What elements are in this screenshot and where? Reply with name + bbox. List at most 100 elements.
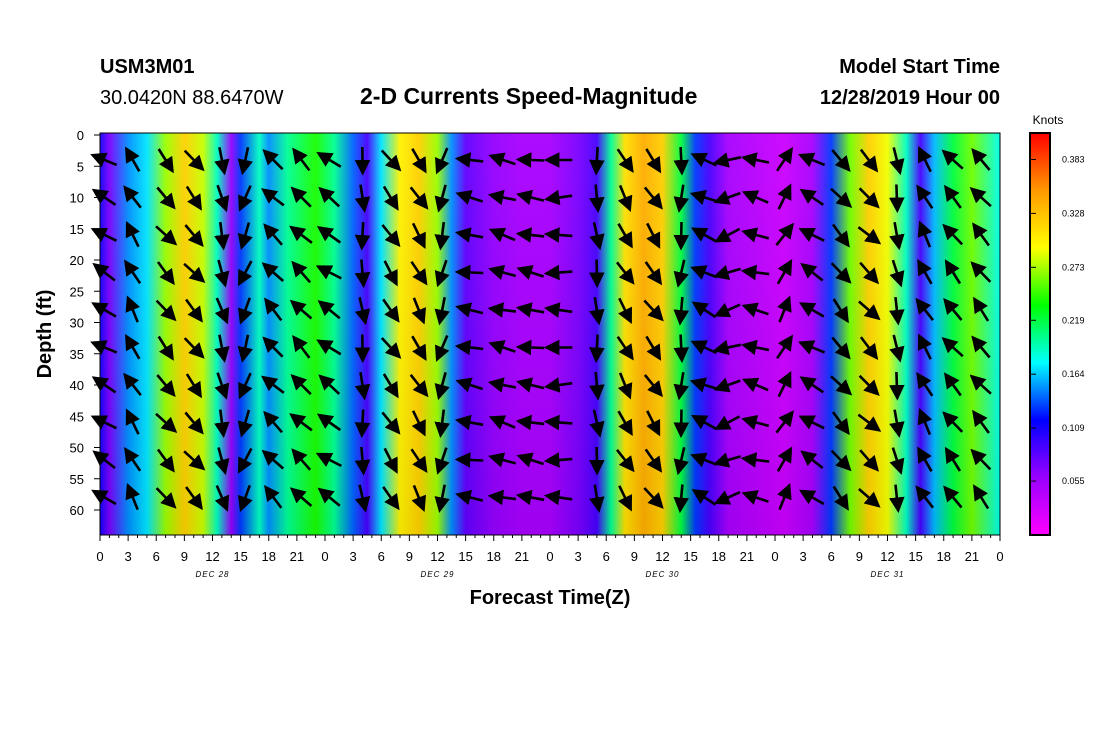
current-vector-arrow <box>409 373 429 398</box>
current-vector-arrow <box>859 261 880 285</box>
current-vector-arrow <box>261 449 285 470</box>
current-vector-arrow <box>411 222 426 250</box>
current-vector-arrow <box>943 485 963 509</box>
current-vector-arrow <box>832 298 849 324</box>
current-vector-arrow <box>970 448 992 471</box>
y-tick-label: 10 <box>70 191 84 206</box>
current-vector-arrow <box>589 446 605 476</box>
current-vector-arrow <box>543 452 573 468</box>
current-vector-arrow <box>434 409 450 438</box>
current-vector-arrow <box>673 259 689 288</box>
x-tick-label: 6 <box>153 549 160 564</box>
current-vector-arrow <box>488 452 517 468</box>
current-vector-arrow <box>858 374 880 397</box>
current-vector-arrow <box>92 262 116 282</box>
station-id: USM3M01 <box>100 56 195 78</box>
y-tick-label: 5 <box>77 159 84 174</box>
y-axis: 0 5 10 15 20 25 30 35 40 45 50 55 60 <box>70 128 100 518</box>
current-vector-arrow <box>741 302 769 318</box>
current-vector-arrow <box>832 485 849 511</box>
current-vector-arrow <box>123 185 142 209</box>
x-tick-label: 9 <box>406 549 413 564</box>
current-vector-arrow <box>889 334 905 363</box>
current-vector-arrow <box>380 337 402 359</box>
current-vector-arrow <box>973 296 990 322</box>
current-vector-arrow <box>713 265 741 280</box>
current-vector-arrow <box>859 148 879 173</box>
day-label: DEC 31 <box>870 570 904 579</box>
current-vector-arrow <box>776 446 793 472</box>
current-vector-arrow <box>515 152 545 168</box>
current-vector-arrow <box>615 261 635 285</box>
current-vector-arrow <box>643 487 664 509</box>
current-vector-arrow <box>740 264 770 281</box>
current-vector-arrow <box>409 186 429 210</box>
current-vector-arrow <box>434 372 450 401</box>
x-tick-label: 18 <box>262 549 276 564</box>
current-vector-arrow <box>889 147 905 176</box>
current-vector-arrow <box>91 302 117 318</box>
current-vector-arrow <box>291 260 312 284</box>
x-tick-label: 21 <box>965 549 979 564</box>
colorbar-tick-label: 0.109 <box>1062 423 1085 433</box>
current-vector-arrow <box>264 297 283 322</box>
y-tick-label: 35 <box>70 347 84 362</box>
current-vector-arrow <box>689 377 718 393</box>
current-vector-arrow <box>616 148 634 173</box>
current-vector-arrow <box>690 340 718 355</box>
current-vector-arrow <box>617 223 633 249</box>
current-vector-arrow <box>292 147 311 172</box>
x-axis: 0 3 6 9 12 15 18 21 0 3 6 9 12 15 18 21 0 3 6 9 12 15 18 21 0 3 6 9… <box>96 535 1004 564</box>
current-vector-arrow <box>969 374 992 395</box>
current-vector-arrow <box>382 298 400 323</box>
current-vector-arrow <box>673 334 690 364</box>
current-vector-arrow <box>316 226 342 244</box>
current-vector-arrow <box>543 264 573 281</box>
current-vector-arrow <box>125 146 141 172</box>
current-vector-arrow <box>830 187 853 208</box>
y-axis-title: Depth (ft) <box>34 290 56 379</box>
x-tick-label: 3 <box>575 549 582 564</box>
current-vector-arrow <box>185 486 203 511</box>
current-vector-arrow <box>237 334 253 363</box>
current-vector-arrow <box>589 146 605 176</box>
x-tick-label: 15 <box>233 549 247 564</box>
current-vector-arrow <box>889 447 905 475</box>
current-vector-arrow <box>487 377 517 393</box>
current-vector-arrow <box>411 484 427 513</box>
current-vector-arrow <box>261 262 285 282</box>
x-tick-label: 21 <box>515 549 529 564</box>
current-vector-arrow <box>673 146 690 176</box>
current-vector-arrow <box>487 302 517 318</box>
current-vector-arrow <box>644 448 663 473</box>
current-vector-arrow <box>454 339 484 356</box>
current-vector-arrow <box>972 222 990 247</box>
current-vector-arrow <box>124 259 142 285</box>
current-vector-arrow <box>185 298 203 323</box>
x-tick-label: 3 <box>350 549 357 564</box>
current-vector-arrow <box>643 374 663 398</box>
current-vector-arrow <box>214 372 230 400</box>
current-vector-arrow <box>125 482 141 511</box>
y-tick-label: 30 <box>70 316 84 331</box>
current-vector-arrow <box>889 409 905 438</box>
x-tick-label: 15 <box>458 549 472 564</box>
current-vector-arrow <box>645 148 662 174</box>
current-vector-arrow <box>615 448 635 473</box>
current-vector-arrow <box>741 377 769 393</box>
current-vector-arrow <box>889 221 905 251</box>
current-vector-arrow <box>973 484 990 510</box>
current-vector-arrow <box>800 262 824 282</box>
current-vector-arrow <box>410 260 428 286</box>
current-vector-arrow <box>889 296 905 326</box>
current-vector-arrow <box>673 484 690 514</box>
current-vector-arrow <box>515 339 545 356</box>
current-vector-arrow <box>798 415 825 430</box>
colorbar-tick-label: 0.164 <box>1062 369 1085 379</box>
current-vector-arrow <box>617 410 633 437</box>
y-tick-label: 25 <box>70 284 84 299</box>
x-tick-label: 12 <box>430 549 444 564</box>
current-vector-arrow <box>830 375 853 396</box>
current-vector-arrow <box>434 484 450 513</box>
current-vector-arrow <box>797 152 826 168</box>
